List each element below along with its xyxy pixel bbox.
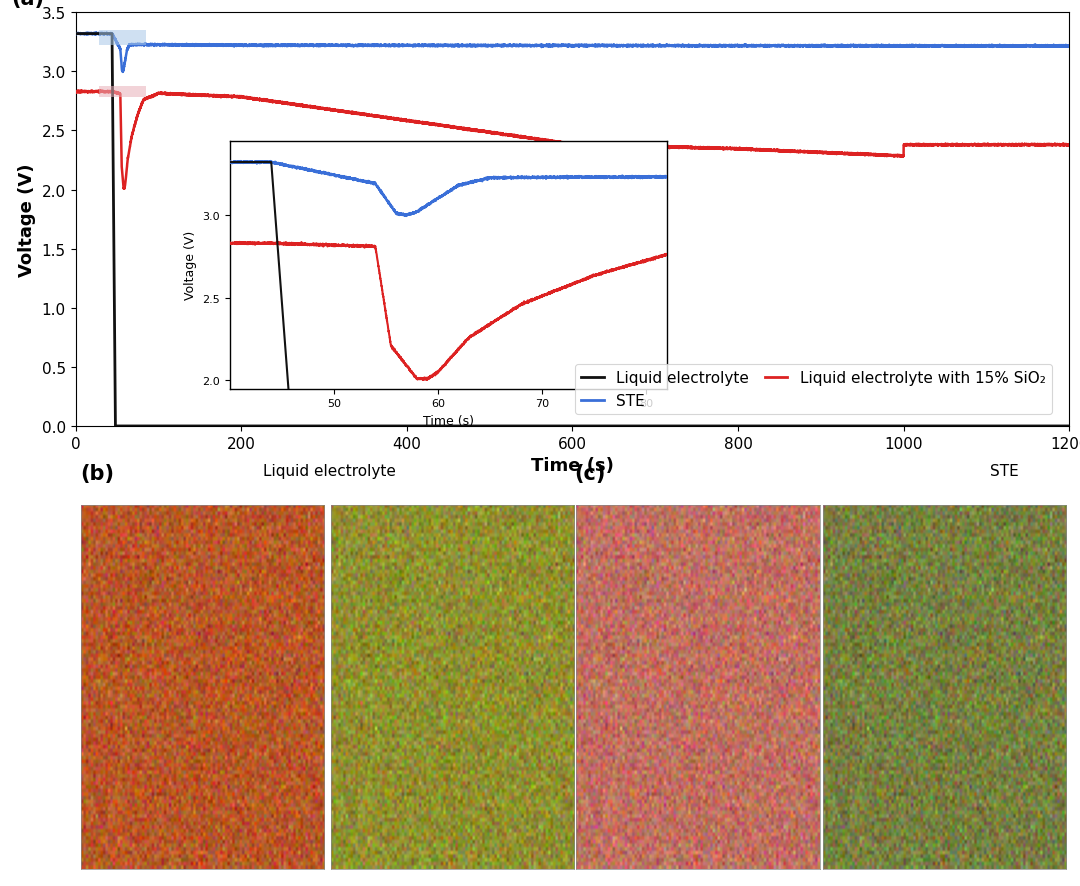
X-axis label: Time (s): Time (s) [531,456,613,475]
Text: Liquid electrolyte: Liquid electrolyte [262,463,395,478]
Text: (a): (a) [11,0,44,9]
Y-axis label: Voltage (V): Voltage (V) [18,163,36,276]
Text: (c): (c) [575,463,606,484]
Bar [98,87,146,98]
Text: STE: STE [990,463,1020,478]
Text: (b): (b) [81,463,114,484]
Bar [98,31,146,46]
Legend: Liquid electrolyte, STE, Liquid electrolyte with 15% SiO₂: Liquid electrolyte, STE, Liquid electrol… [575,365,1052,415]
